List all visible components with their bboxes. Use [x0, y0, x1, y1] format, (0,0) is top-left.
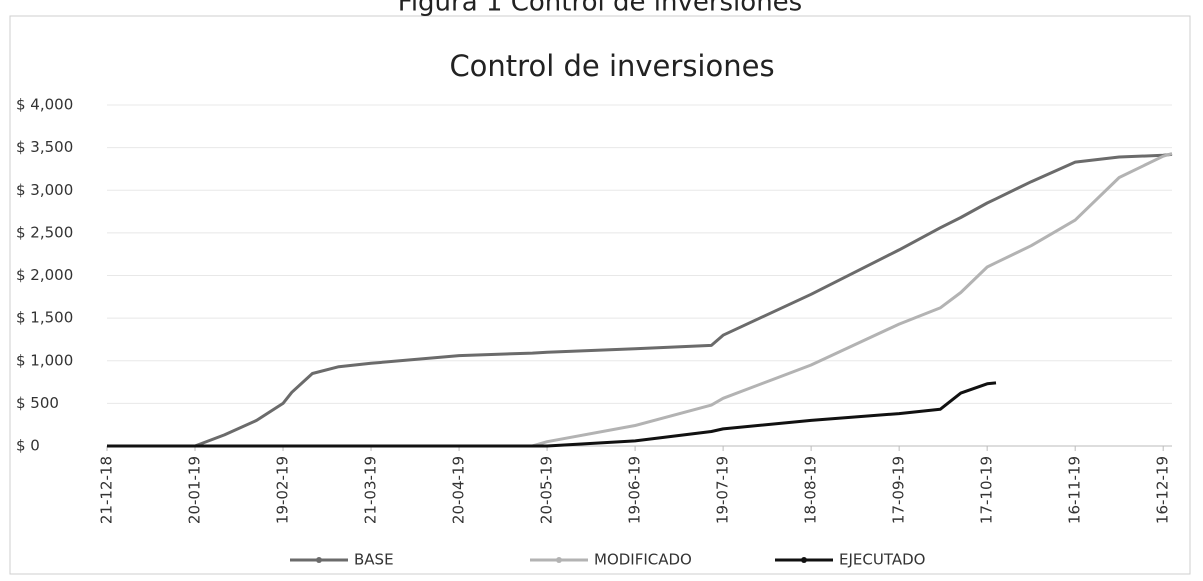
x-tick-label: 17-10-19	[978, 456, 996, 524]
x-tick-label: 20-05-19	[538, 456, 556, 524]
y-tick-label: $ 1,500	[16, 309, 73, 327]
legend-label: BASE	[354, 551, 394, 569]
y-tick-label: $ 4,000	[16, 96, 73, 114]
y-tick-label: $ 2,000	[16, 266, 73, 284]
chart-title: Control de inversiones	[449, 49, 774, 83]
series-line	[107, 152, 1173, 448]
series-line	[107, 381, 997, 448]
y-tick-label: $ 3,500	[16, 138, 73, 156]
x-tick-label: 19-02-19	[274, 456, 292, 524]
x-tick-label: 18-08-19	[802, 456, 820, 524]
x-tick-label: 19-07-19	[714, 456, 732, 524]
x-tick-label: 20-04-19	[450, 456, 468, 524]
legend-label: MODIFICADO	[594, 551, 692, 569]
y-tick-label: $ 3,000	[16, 181, 73, 199]
figure-caption: Figura 1 Control de inversiones	[398, 0, 802, 18]
y-tick-label: $ 500	[16, 394, 59, 412]
legend-marker	[316, 557, 322, 563]
legend-marker	[556, 557, 562, 563]
legend-marker	[801, 557, 807, 563]
y-tick-label: $ 1,000	[16, 351, 73, 369]
series-line	[107, 152, 1173, 448]
x-tick-label: 21-03-19	[362, 456, 380, 524]
x-tick-label: 16-12-19	[1154, 456, 1172, 524]
y-tick-label: $ 0	[16, 437, 40, 455]
x-tick-label: 21-12-18	[98, 456, 116, 524]
x-tick-label: 16-11-19	[1066, 456, 1084, 524]
x-tick-label: 17-09-19	[890, 456, 908, 524]
x-tick-label: 19-06-19	[626, 456, 644, 524]
y-tick-label: $ 2,500	[16, 223, 73, 241]
legend-label: EJECUTADO	[839, 551, 925, 569]
chart-border	[9, 15, 1191, 575]
x-tick-label: 20-01-19	[186, 456, 204, 524]
